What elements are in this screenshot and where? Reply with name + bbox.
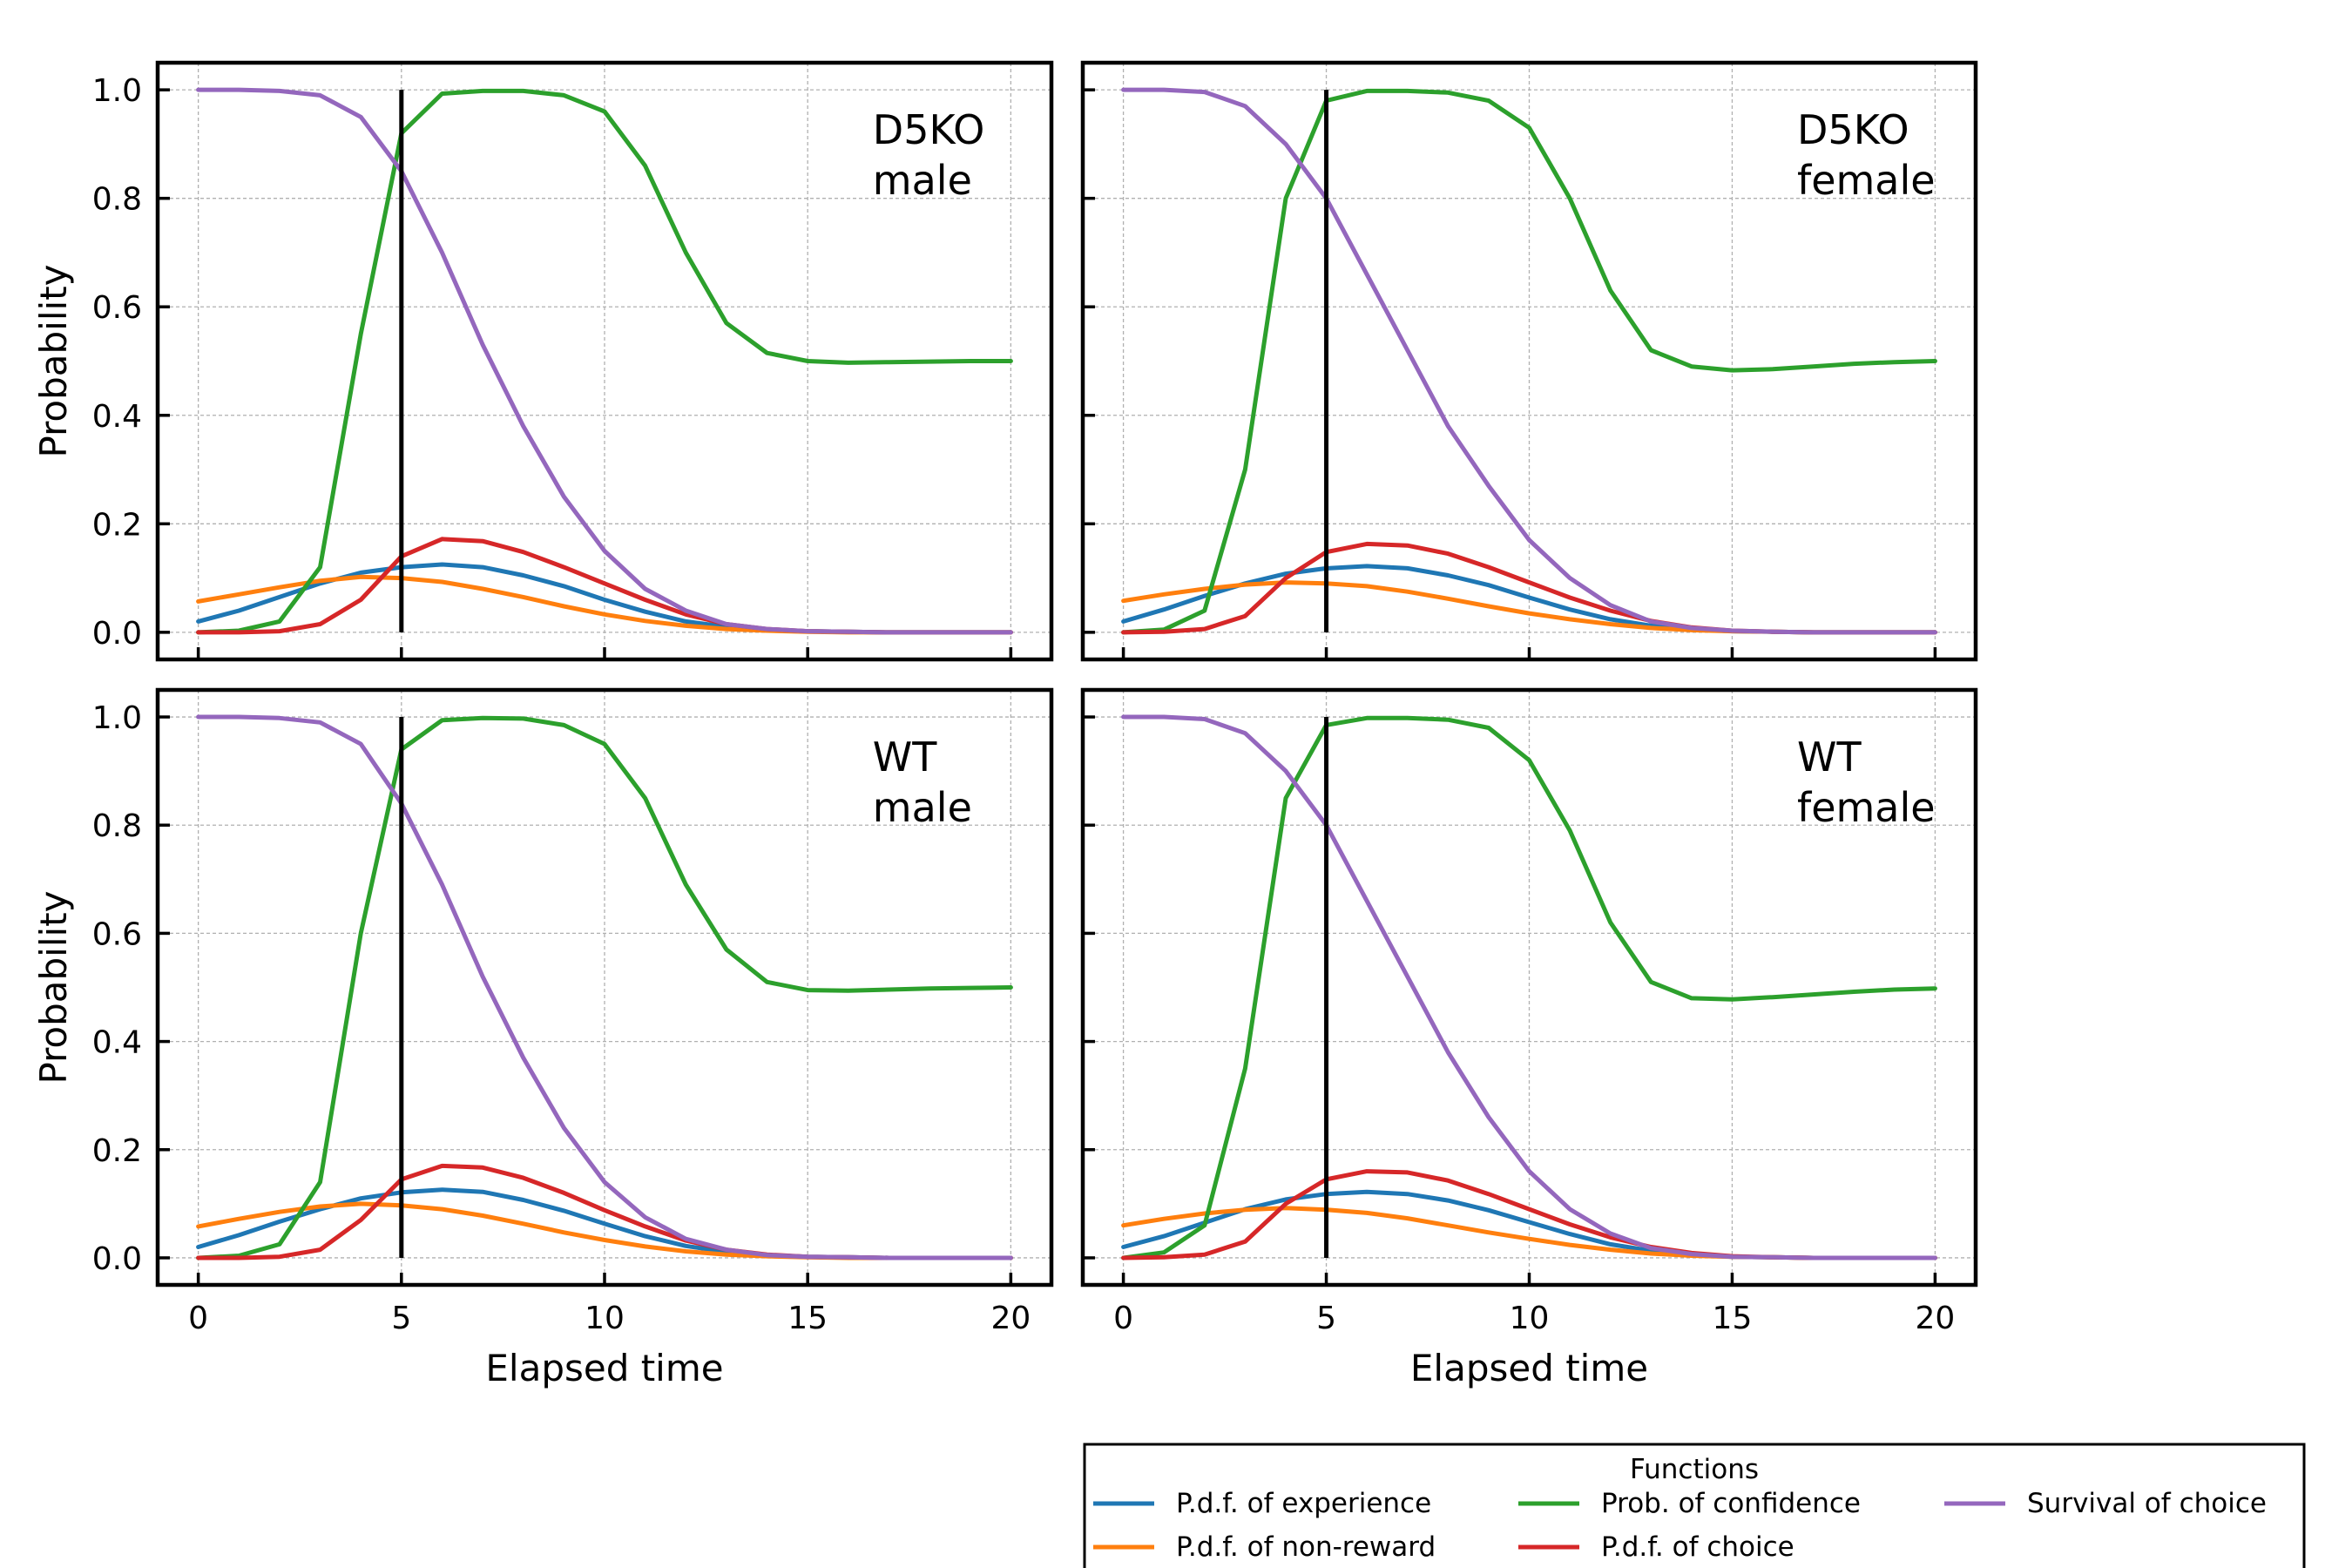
- panel-label-sex: female: [1797, 784, 1936, 831]
- panel-label-sex: male: [873, 784, 972, 831]
- y-tick-label: 0.4: [92, 399, 142, 435]
- panel-label-group: WT: [1797, 733, 1862, 781]
- y-tick-label: 1.0: [92, 700, 142, 736]
- y-tick-label: 0.8: [92, 182, 142, 218]
- legend-label-nonreward: P.d.f. of non-reward: [1176, 1531, 1436, 1563]
- series-line-survival: [1121, 87, 1937, 635]
- x-axis-label: Elapsed time: [485, 1347, 723, 1389]
- x-tick-label: 15: [787, 1301, 828, 1336]
- legend-label-experience: P.d.f. of experience: [1176, 1488, 1431, 1519]
- panel-label-group: D5KO: [1797, 106, 1909, 153]
- y-tick-label: 0.2: [92, 507, 142, 543]
- legend-label-survival: Survival of choice: [2027, 1488, 2267, 1519]
- panel-label-sex: female: [1797, 157, 1936, 204]
- panel-3: 0.0 0.2 0.4 0.6 0.8 1.0 Probability 0 5 10 15 20 Ela…: [32, 687, 1054, 1389]
- legend-label-choice_pdf: P.d.f. of choice: [1601, 1531, 1794, 1563]
- y-tick-label: 0.0: [92, 616, 142, 652]
- series-line-survival: [196, 87, 1013, 635]
- x-tick-label: 10: [1510, 1301, 1550, 1336]
- x-tick-label: 20: [990, 1301, 1031, 1336]
- series-line-confidence: [196, 88, 1013, 635]
- series-line-confidence: [1121, 715, 1937, 1260]
- series-line-survival: [196, 714, 1013, 1260]
- y-tick-label: 1.0: [92, 73, 142, 109]
- panels-layer: 0.00.20.40.60.81.0ProbabilityD5KOmaleD5K…: [32, 60, 1978, 1389]
- y-axis-label: Probability: [32, 264, 75, 457]
- y-tick-label: 0.4: [92, 1025, 142, 1061]
- x-tick-label: 20: [1916, 1301, 1956, 1336]
- y-tick-label: 0.6: [92, 290, 142, 326]
- series-line-survival: [1121, 714, 1937, 1260]
- x-tick-label: 5: [391, 1301, 411, 1336]
- y-tick-label: 0.0: [92, 1241, 142, 1277]
- x-tick-label: 0: [188, 1301, 208, 1336]
- series-line-confidence: [1121, 88, 1937, 635]
- x-tick-label: 5: [1316, 1301, 1336, 1336]
- series-line-confidence: [196, 715, 1013, 1260]
- legend-title: Functions: [1630, 1454, 1759, 1485]
- x-tick-label: 0: [1113, 1301, 1133, 1336]
- panel-label-sex: male: [873, 157, 972, 204]
- x-tick-label: 15: [1713, 1301, 1753, 1336]
- legend-box: [1083, 1443, 2306, 1568]
- y-tick-label: 0.6: [92, 916, 142, 952]
- legend-label-confidence: Prob. of confidence: [1601, 1488, 1861, 1519]
- panel-label-group: WT: [873, 733, 937, 781]
- panel-label-group: D5KO: [873, 106, 985, 153]
- legend-items: P.d.f. of experience P.d.f. of non-reward…: [1093, 1488, 2267, 1563]
- x-tick-label: 10: [585, 1301, 625, 1336]
- x-axis-label: Elapsed time: [1410, 1347, 1648, 1389]
- y-tick-label: 0.2: [92, 1133, 142, 1169]
- y-axis-label: Probability: [32, 890, 75, 1084]
- y-tick-label: 0.8: [92, 808, 142, 844]
